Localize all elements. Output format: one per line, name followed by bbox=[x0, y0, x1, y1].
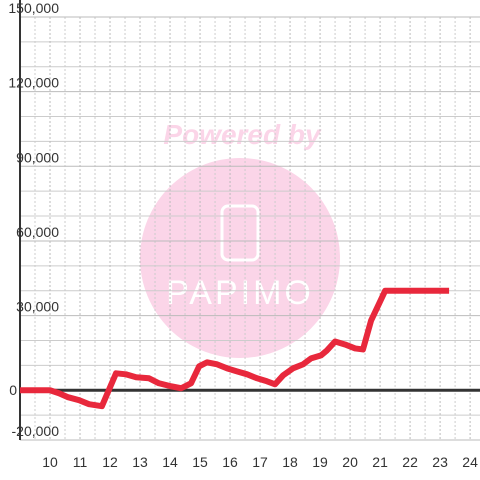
watermark-text: Powered by bbox=[163, 119, 322, 150]
x-tick-label: 20 bbox=[342, 454, 358, 470]
y-tick-label: 120,000 bbox=[8, 75, 59, 91]
watermark: Powered by PAPIMO bbox=[140, 119, 340, 358]
x-tick-label: 22 bbox=[402, 454, 418, 470]
x-tick-label: 17 bbox=[252, 454, 268, 470]
x-tick-label: 10 bbox=[42, 454, 58, 470]
x-tick-label: 15 bbox=[192, 454, 208, 470]
data-line bbox=[20, 287, 450, 410]
x-tick-label: 24 bbox=[462, 454, 478, 470]
x-tick-label: 23 bbox=[432, 454, 448, 470]
x-tick-label: 13 bbox=[132, 454, 148, 470]
x-tick-label: 16 bbox=[222, 454, 238, 470]
watermark-icon bbox=[220, 204, 260, 262]
x-tick-label: 14 bbox=[162, 454, 178, 470]
x-tick-label: 19 bbox=[312, 454, 328, 470]
y-tick-label: -20,000 bbox=[12, 423, 60, 439]
watermark-circle bbox=[140, 158, 340, 358]
watermark-logo: PAPIMO bbox=[166, 274, 314, 312]
y-tick-label: 150,000 bbox=[8, 0, 59, 16]
y-tick-label: 60,000 bbox=[16, 224, 59, 240]
x-tick-label: 21 bbox=[372, 454, 388, 470]
y-tick-label: 90,000 bbox=[16, 149, 59, 165]
y-tick-label: 30,000 bbox=[16, 299, 59, 315]
x-tick-label: 11 bbox=[73, 454, 88, 470]
x-tick-label: 12 bbox=[102, 454, 118, 470]
x-tick-label: 18 bbox=[282, 454, 298, 470]
y-tick-label: 0 bbox=[9, 382, 17, 398]
